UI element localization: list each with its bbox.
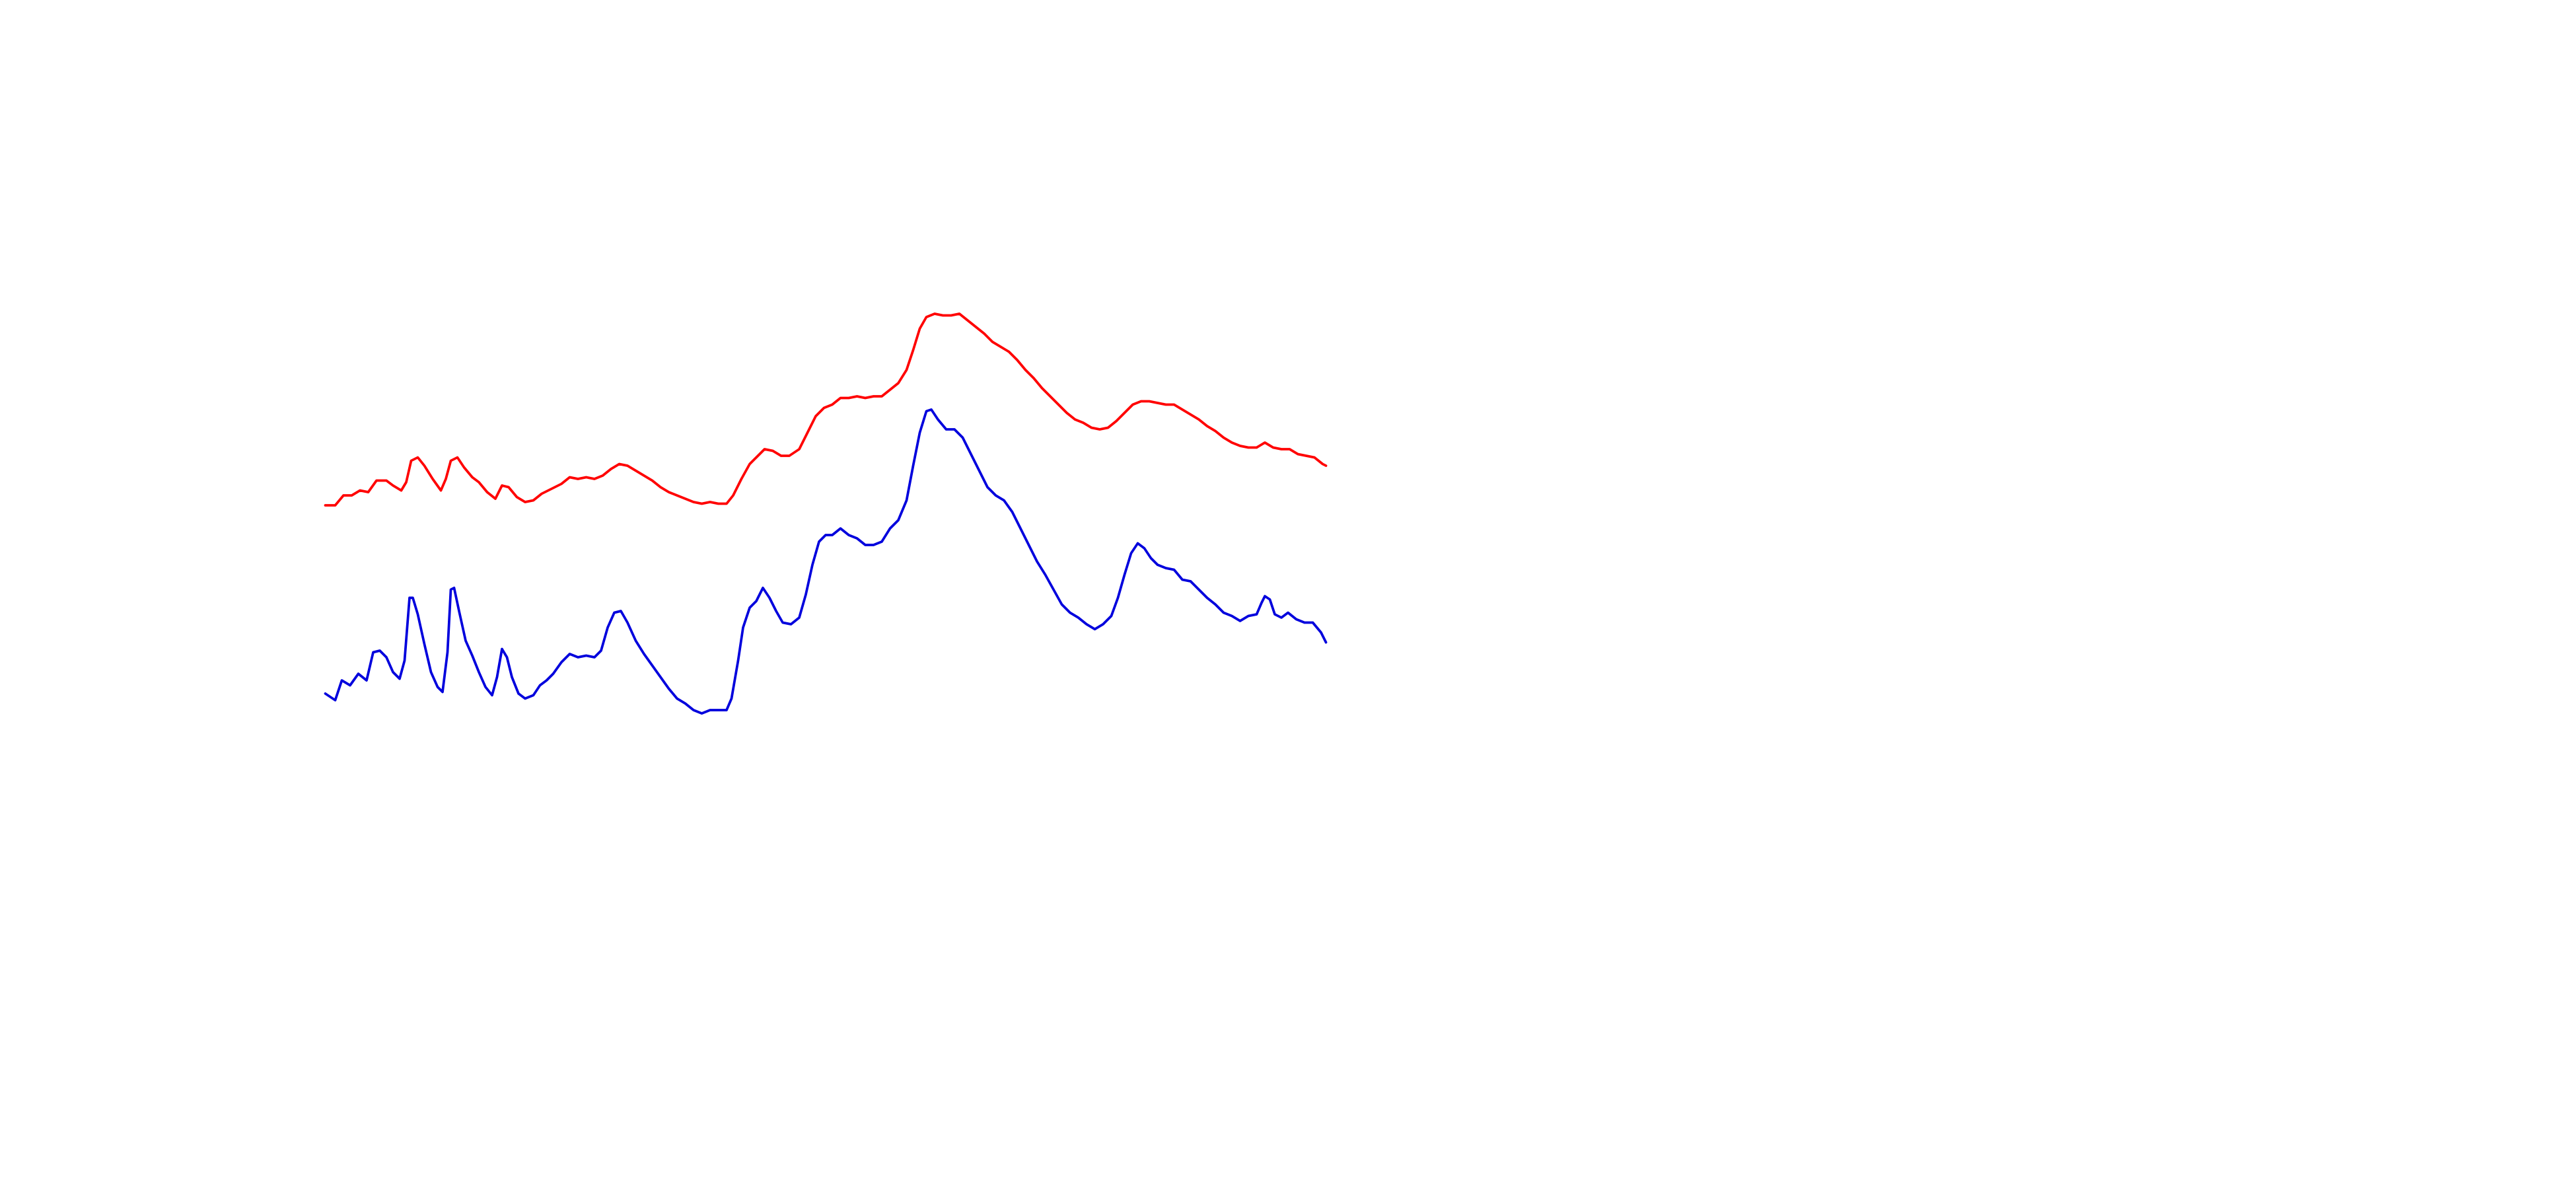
line [324,312,1328,507]
line [324,408,1328,715]
